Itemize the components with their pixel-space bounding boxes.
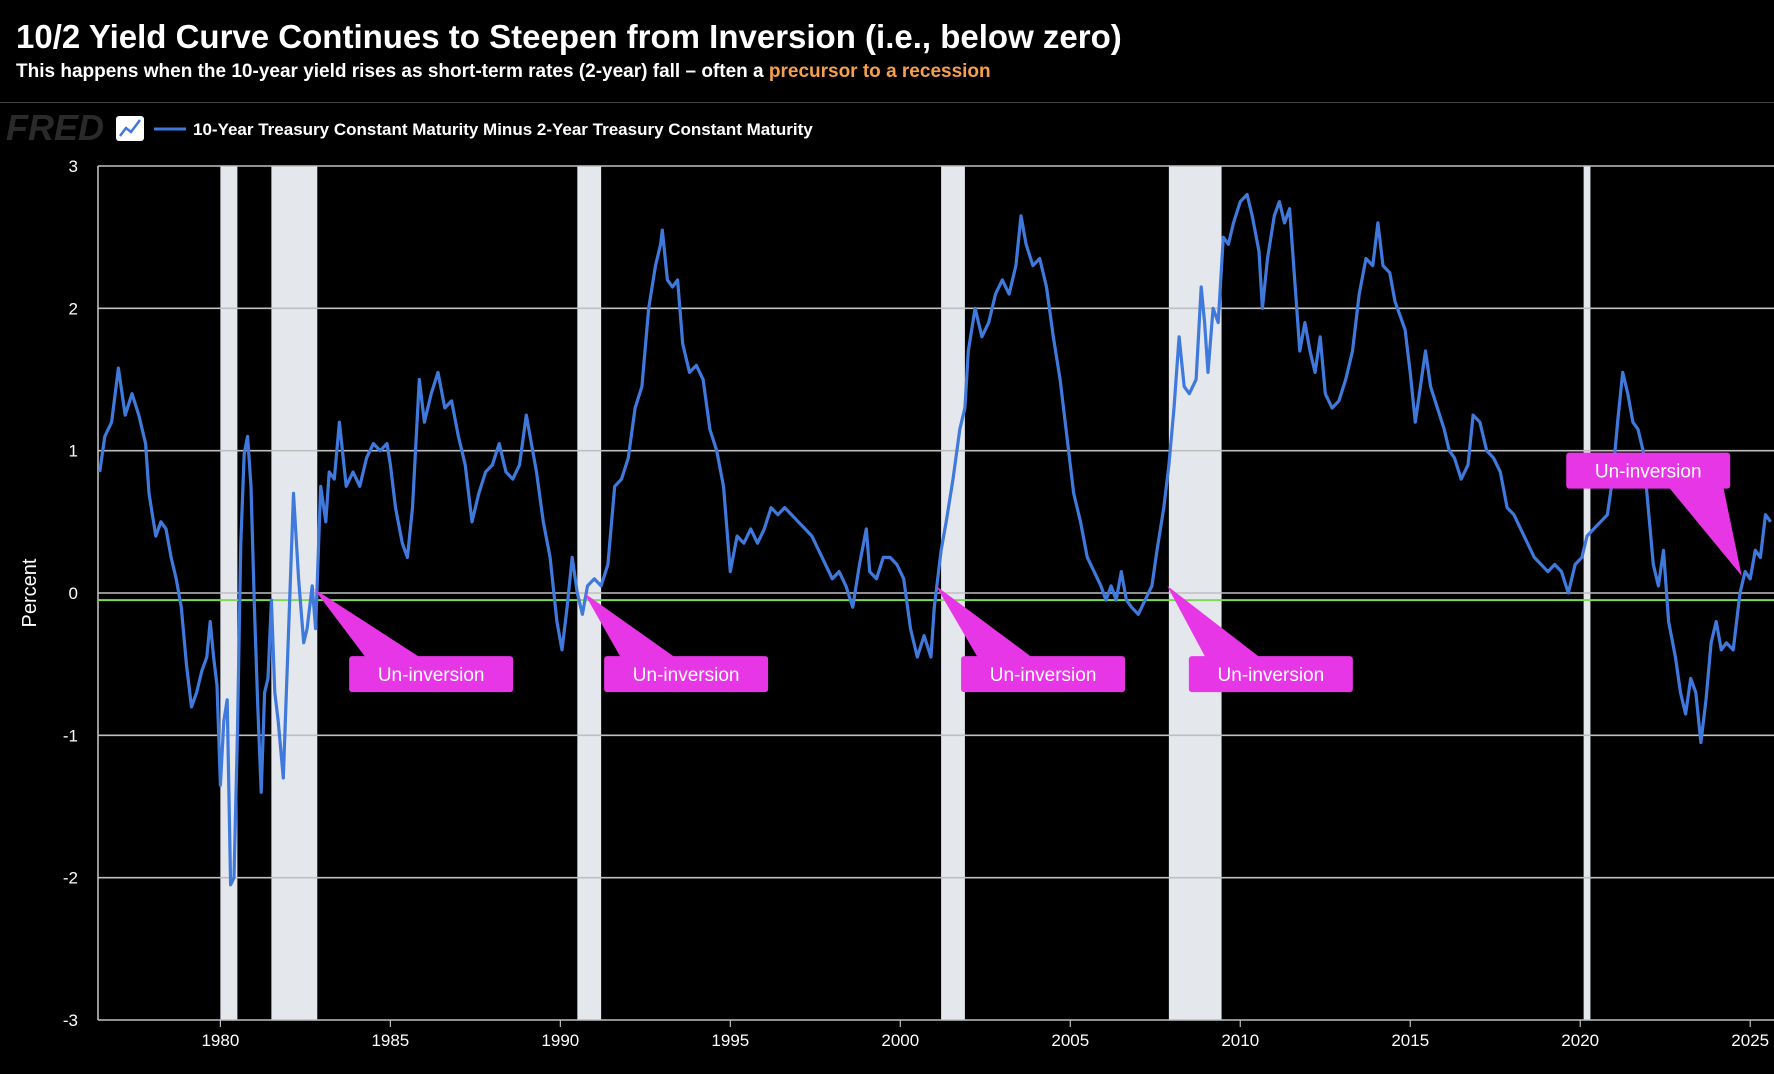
subtitle-text: This happens when the 10-year yield rise… [16,61,769,82]
x-tick-label: 1995 [711,1031,749,1050]
annotation-callout: Un-inversion [936,585,1126,693]
y-tick-label: -2 [63,869,78,888]
page-subtitle: This happens when the 10-year yield rise… [16,61,991,83]
y-tick-label: 0 [69,584,78,603]
subtitle-highlight: precursor to a recession [768,61,991,82]
fred-logo: FRED [6,107,104,148]
annotation-callout: Un-inversion [1566,452,1742,576]
header: 10/2 Yield Curve Continues to Steepen fr… [0,0,1774,102]
chart-icon [116,116,144,141]
x-tick-labels: 1980 1985 1990 1995 2000 2005 2010 2015 2020 2025 [201,1020,1769,1050]
series-line [98,192,1772,887]
callout-label: Un-inversion [1595,462,1702,483]
callout-box [1188,656,1353,693]
y-tick-label: 3 [69,157,78,176]
yield-curve-chart: FRED 10-Year Treasury Constant Maturity … [6,107,1774,1050]
page-title: 10/2 Yield Curve Continues to Steepen fr… [16,18,1122,55]
x-tick-label: 1990 [541,1031,579,1050]
y-tick-label: 2 [69,299,78,318]
callout-label: Un-inversion [1218,665,1325,686]
x-tick-label: 2025 [1731,1031,1769,1050]
y-tick-label: 1 [69,442,78,461]
callout-pointer [1668,486,1742,576]
header-divider [0,102,1774,103]
y-tick-label: -3 [63,1011,78,1030]
callout-label: Un-inversion [990,665,1097,686]
callout-pointer [936,585,1034,659]
annotations: Un-inversion Un-inversion Un-inversion Un-i… [313,452,1742,693]
callout-box [1566,452,1731,489]
y-tick-labels: 3 2 1 0 -1 -2 -3 [63,157,78,1030]
callout-label: Un-inversion [378,665,485,686]
callout-box [961,656,1126,693]
callout-pointer [313,588,422,659]
x-tick-label: 2000 [881,1031,919,1050]
x-tick-label: 1980 [201,1031,239,1050]
x-tick-label: 2005 [1051,1031,1089,1050]
gridlines [97,165,1774,1021]
y-axis-label: Percent [19,558,41,627]
callout-label: Un-inversion [633,665,740,686]
annotation-callout: Un-inversion [313,588,514,693]
x-tick-label: 2015 [1391,1031,1429,1050]
annotation-callout: Un-inversion [584,593,769,693]
callout-box [604,656,769,693]
x-tick-label: 1985 [371,1031,409,1050]
x-tick-label: 2020 [1561,1031,1599,1050]
legend-label: 10-Year Treasury Constant Maturity Minus… [193,120,813,139]
y-tick-label: -1 [63,726,78,745]
callout-box [349,656,514,693]
x-tick-label: 2010 [1221,1031,1259,1050]
